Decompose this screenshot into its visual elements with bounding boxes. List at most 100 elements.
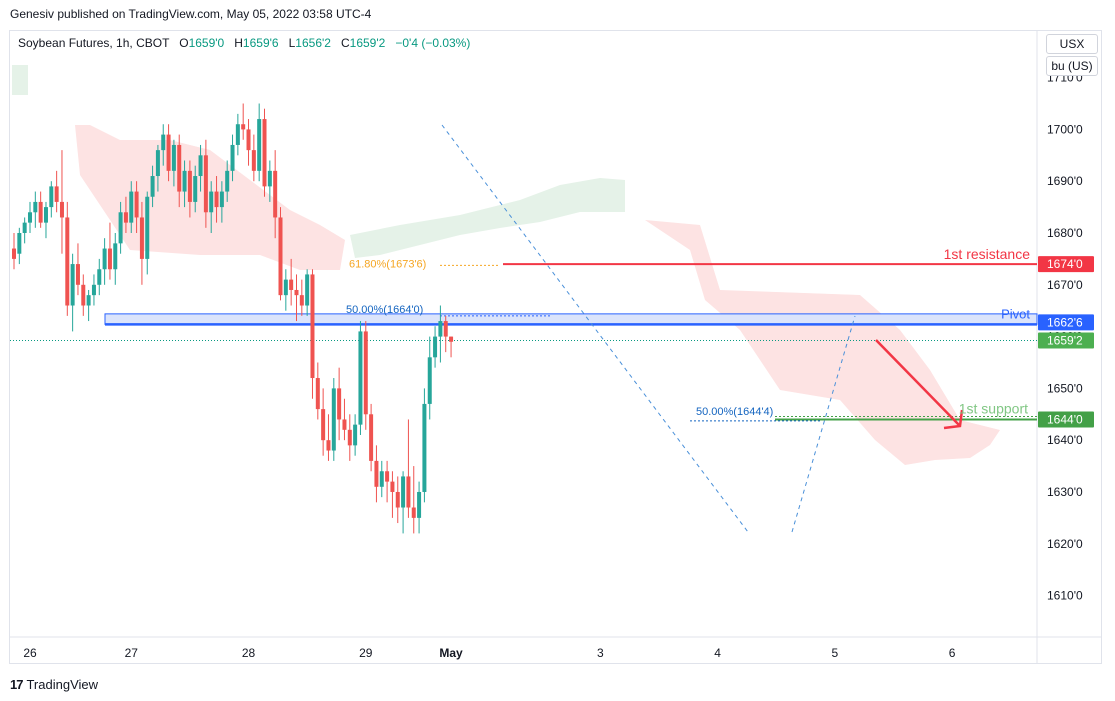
x-tick-label: 28	[242, 646, 256, 660]
candle-body	[129, 191, 134, 223]
projection-arrow-head	[943, 409, 964, 430]
candle-body	[113, 243, 118, 270]
price-axis-badge	[1038, 411, 1094, 428]
candle-body	[369, 414, 374, 461]
candle-body	[278, 217, 283, 296]
candle-body	[203, 155, 208, 213]
price-axis-badge	[1038, 256, 1094, 273]
candle-body	[198, 155, 203, 177]
candle-body	[54, 186, 59, 202]
candle-body	[315, 378, 320, 410]
candle-body	[118, 212, 123, 244]
candle-body	[321, 409, 326, 441]
annotation-label: Pivot	[1001, 306, 1030, 321]
annotation-label: 1st resistance	[944, 246, 1031, 262]
candle-body	[246, 129, 251, 151]
candle-body	[342, 419, 347, 430]
legend-open-label: O	[179, 36, 189, 50]
y-tick-label: 1640'0	[1047, 433, 1083, 447]
candle-body	[235, 124, 240, 145]
candle-body	[49, 186, 54, 208]
unit-button[interactable]: bu (US)	[1046, 56, 1098, 76]
legend-low-label: L	[288, 36, 296, 50]
x-tick-label: 6	[949, 646, 956, 660]
candle-body	[401, 476, 406, 508]
x-tick-label: 5	[831, 646, 838, 660]
legend-open-value: 1659'0	[188, 36, 225, 50]
candle-body	[443, 321, 448, 337]
candle-body	[225, 170, 230, 192]
candle-body	[161, 134, 166, 151]
ichimoku-cloud-bullish-left	[12, 65, 28, 95]
ichimoku-cloud-bearish	[55, 125, 345, 270]
currency-button[interactable]: USX	[1046, 34, 1098, 54]
ichimoku-cloud-bearish-right	[645, 220, 1000, 465]
chart-legend: Soybean Futures, 1h, CBOT O1659'0 H1659'…	[18, 36, 470, 50]
candle-body	[81, 284, 86, 306]
y-tick-label: 1700'0	[1047, 122, 1083, 136]
candle-body	[17, 233, 22, 254]
candle-body	[43, 207, 48, 223]
y-tick-label: 1620'0	[1047, 537, 1083, 551]
ichimoku-cloud-bullish	[350, 178, 625, 258]
x-tick-label: 3	[597, 646, 604, 660]
candle-body	[145, 196, 150, 259]
fib-trend-line-up	[791, 315, 856, 533]
candle-body	[411, 507, 416, 518]
candle-body	[289, 279, 294, 290]
legend-symbol: Soybean Futures, 1h, CBOT	[18, 36, 170, 50]
x-tick-label: 27	[125, 646, 139, 660]
y-tick-label: 1670'0	[1047, 278, 1083, 292]
chart-frame	[9, 30, 1102, 664]
candle-body	[166, 134, 171, 171]
candle-body	[171, 144, 176, 171]
candle-body	[331, 388, 336, 451]
candle-body	[374, 460, 379, 487]
candle-body	[193, 176, 198, 202]
x-tick-label: May	[439, 646, 463, 660]
candle-body	[107, 248, 112, 270]
candle-body	[59, 201, 64, 218]
publisher-line: Genesiv published on TradingView.com, Ma…	[10, 7, 372, 21]
candle-body	[155, 150, 160, 177]
candle-body	[395, 491, 400, 508]
candle-body	[27, 212, 32, 223]
y-tick-label: 1650'0	[1047, 381, 1083, 395]
legend-high-value: 1659'6	[242, 36, 279, 50]
y-tick-label: 1680'0	[1047, 226, 1083, 240]
candle-body	[283, 279, 288, 296]
candle-body	[262, 119, 267, 187]
candle-body	[390, 481, 395, 492]
candle-body	[417, 491, 422, 518]
candle-body	[139, 217, 144, 259]
candle-body	[363, 331, 368, 415]
legend-high-label: H	[234, 36, 243, 50]
pivot-zone	[104, 313, 1038, 325]
legend-change: −0'4 (−0.03%)	[395, 36, 471, 50]
x-tick-label: 4	[714, 646, 721, 660]
candle-body	[379, 471, 384, 487]
candle-body	[299, 295, 304, 306]
candle-body	[257, 119, 262, 171]
candle-body	[337, 388, 342, 420]
candle-body	[427, 357, 432, 404]
candle-body	[97, 269, 102, 285]
price-axis-badge-label: 1659'2	[1047, 333, 1083, 347]
projection-arrow	[875, 339, 961, 427]
candle-body	[12, 248, 16, 259]
candle-body	[91, 284, 96, 296]
legend-close-label: C	[340, 36, 350, 50]
candle-body	[219, 191, 224, 208]
candle-body	[385, 471, 390, 482]
candle-body	[305, 274, 310, 306]
y-tick-label: 1630'0	[1047, 485, 1083, 499]
candle-body	[38, 201, 43, 223]
footer-branding: 17 TradingView	[10, 677, 98, 692]
candle-body	[187, 170, 192, 202]
price-axis-badge-label: 1644'0	[1047, 412, 1083, 426]
price-axis-badge	[1038, 314, 1094, 331]
annotation-label: 50.00%(1664'0)	[346, 304, 423, 316]
y-tick-label: 1690'0	[1047, 174, 1083, 188]
candle-body	[241, 124, 246, 130]
